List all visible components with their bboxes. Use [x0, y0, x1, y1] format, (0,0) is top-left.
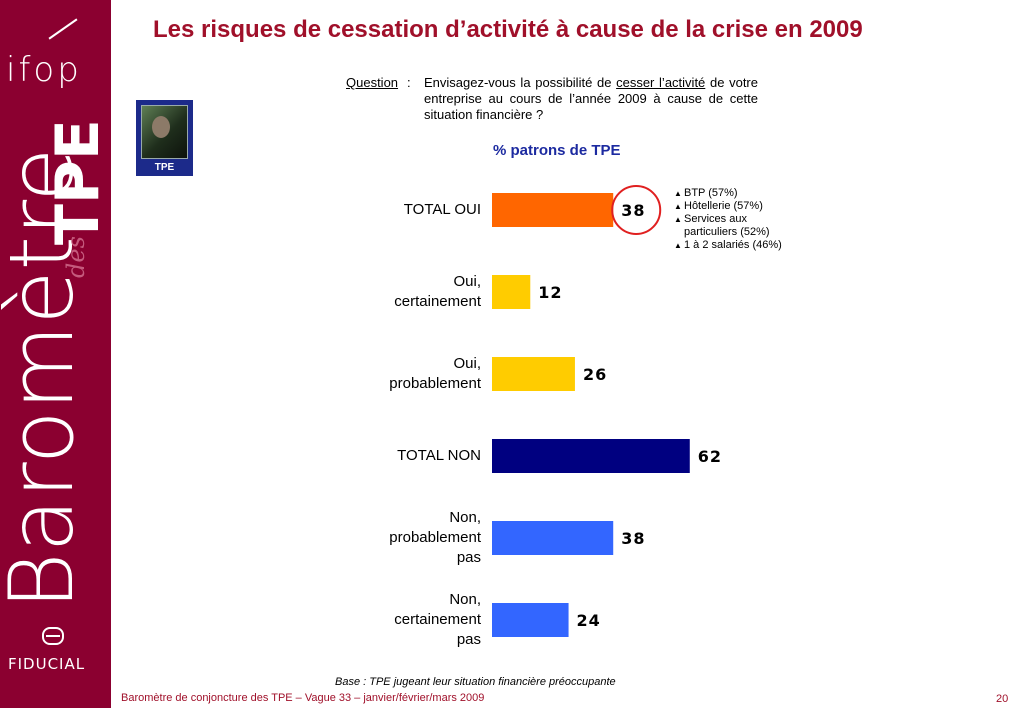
category-label-line: Oui,: [453, 273, 481, 290]
category-label-line: Non,: [449, 591, 481, 608]
category-label-line: certainement: [394, 611, 481, 628]
base-note: Base : TPE jugeant leur situation financ…: [335, 676, 616, 688]
bar-1: [492, 275, 531, 309]
category-label-line: probablement: [389, 529, 481, 546]
category-label-0: TOTAL OUI: [331, 200, 481, 220]
question-colon: :: [407, 75, 411, 90]
bar-value-label-4: 38: [621, 529, 645, 548]
annotation-item: particuliers (52%): [674, 226, 782, 239]
category-label-line: Non,: [449, 509, 481, 526]
category-label-1: Oui, certainement: [331, 272, 481, 312]
bar-3: [492, 439, 690, 473]
bar-0: [492, 193, 614, 227]
bar-5: [492, 603, 569, 637]
question-label: Question: [346, 75, 399, 90]
up-triangle-icon: ▲: [674, 202, 682, 211]
bar-value-label-0: 38: [621, 201, 645, 220]
question-text-start: Envisagez-vous la possibilité de: [424, 75, 617, 90]
footer-text: Baromètre de conjoncture des TPE – Vague…: [121, 692, 485, 704]
annotation-text: Services aux: [684, 213, 747, 225]
chart-title: % patrons de TPE: [493, 142, 621, 159]
question-text-end: de votre entreprise au cours de l’année …: [424, 75, 758, 122]
page-title: Les risques de cessation d’activité à ca…: [153, 16, 863, 43]
tpe-badge-label: TPE: [154, 162, 175, 173]
bar-2: [492, 357, 575, 391]
annotation-item: ▲ Services aux: [674, 213, 782, 226]
annotation-item: ▲ BTP (57%): [674, 187, 782, 200]
annotation-text: Hôtellerie (57%): [684, 200, 763, 212]
bar-value-label-2: 26: [583, 365, 607, 384]
category-label-3: TOTAL NON: [331, 446, 481, 466]
bar-4: [492, 521, 614, 555]
bar-value-label-5: 24: [577, 611, 601, 630]
annotation-text: BTP (57%): [684, 187, 738, 199]
annotation-text: particuliers (52%): [684, 226, 770, 238]
ifop-logo: ifop: [6, 50, 82, 90]
brand-sidebar: ifop Baromètre des TPE FIDUCIAL: [0, 0, 113, 708]
category-label-line: probablement: [389, 375, 481, 392]
up-triangle-icon: ▲: [674, 241, 682, 250]
annotation-item: ▲ 1 à 2 salariés (46%): [674, 239, 782, 252]
category-label-line: Oui,: [453, 355, 481, 372]
category-label-line: certainement: [394, 293, 481, 310]
category-label-5: Non, certainement pas: [331, 590, 481, 650]
category-label-line: TOTAL NON: [397, 447, 481, 464]
business-owner-photo: [141, 105, 188, 159]
bar-value-label-3: 62: [698, 447, 722, 466]
annotation-text: 1 à 2 salariés (46%): [684, 239, 782, 251]
tpe-badge: TPE: [136, 100, 193, 176]
category-label-2: Oui, probablement: [331, 354, 481, 394]
category-label-4: Non, probablement pas: [331, 508, 481, 568]
fiducial-logo-icon: [42, 627, 64, 645]
bar-value-label-1: 12: [538, 283, 562, 302]
up-triangle-icon: ▲: [674, 215, 682, 224]
annotation-list: ▲ BTP (57%) ▲ Hôtellerie (57%) ▲ Services aux…: [674, 187, 782, 252]
question-text: Envisagez-vous la possibilité de cesser …: [424, 75, 758, 123]
highlight-circle: [611, 185, 662, 235]
question-text-underlined: cesser l’activité: [616, 75, 706, 90]
up-triangle-icon: ▲: [674, 189, 682, 198]
category-label-line: pas: [456, 631, 481, 648]
category-label-line: pas: [456, 549, 481, 566]
category-label-line: TOTAL OUI: [403, 201, 481, 218]
annotation-item: ▲ Hôtellerie (57%): [674, 200, 782, 213]
fiducial-logo: FIDUCIAL: [8, 655, 86, 673]
page-number: 20: [996, 693, 1009, 705]
